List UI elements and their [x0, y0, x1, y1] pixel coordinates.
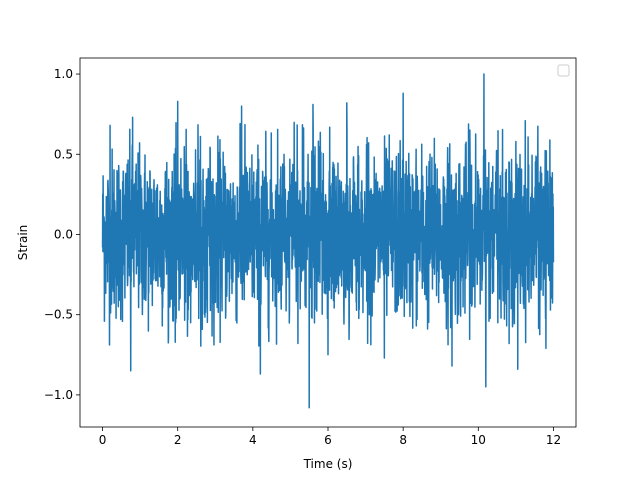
- plot-area: [79, 57, 577, 428]
- y-tick-label: −0.5: [44, 308, 73, 322]
- legend-box[interactable]: [557, 64, 570, 77]
- strain-series-line: [101, 73, 555, 409]
- x-tick-label: 8: [399, 433, 407, 447]
- y-axis-ticks: −1.0 −0.5 0.0 0.5 1.0: [44, 67, 80, 402]
- x-axis-ticks: 0 2 4 6 8 10 12: [99, 427, 561, 447]
- x-tick-label: 0: [99, 433, 107, 447]
- y-axis-label: Strain: [16, 225, 30, 261]
- y-tick-label: 1.0: [54, 67, 73, 81]
- y-tick-label: −1.0: [44, 388, 73, 402]
- x-tick-label: 12: [546, 433, 561, 447]
- x-tick-label: 6: [324, 433, 332, 447]
- x-tick-label: 2: [174, 433, 182, 447]
- y-tick-label: 0.5: [54, 147, 73, 161]
- x-tick-label: 4: [249, 433, 257, 447]
- series-layer: [101, 73, 555, 409]
- x-tick-label: 10: [471, 433, 486, 447]
- x-axis-label: Time (s): [303, 457, 353, 471]
- y-tick-label: 0.0: [54, 227, 73, 241]
